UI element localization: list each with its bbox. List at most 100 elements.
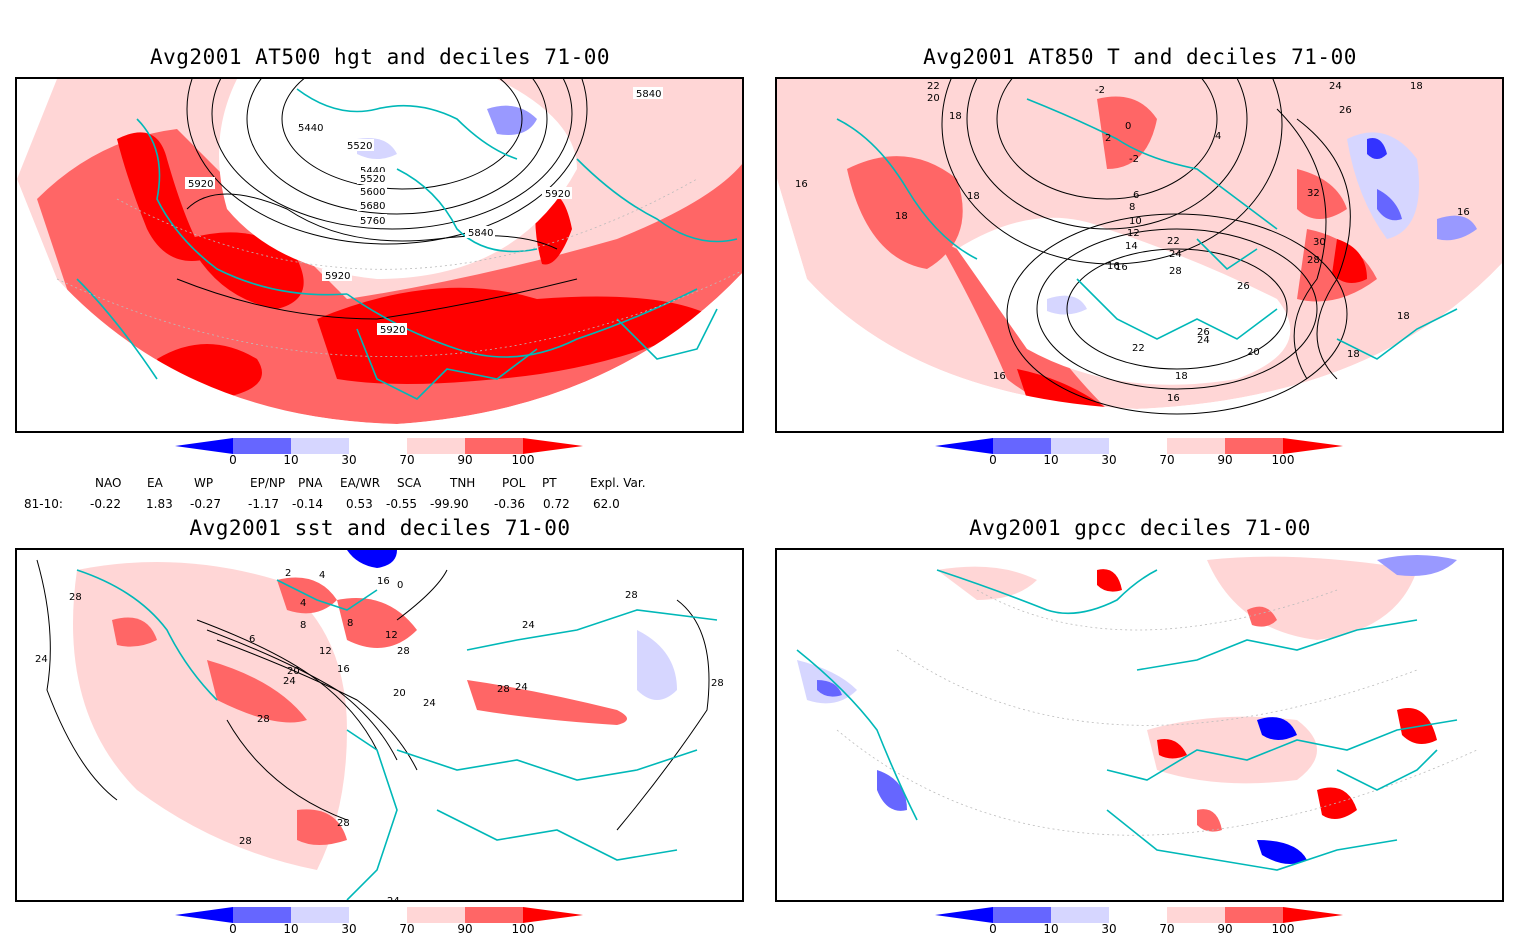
contour-label: 12 (1127, 228, 1140, 239)
contour-label: 24 (1329, 81, 1342, 92)
contour-label: 5840 (17, 79, 42, 82)
contour-label: 18 (1397, 311, 1410, 322)
colorbar-swatch (291, 438, 349, 454)
decile-90-100-area (467, 680, 627, 725)
index-row-label: 81-10: (24, 497, 63, 511)
contour-label: 6 (249, 634, 255, 645)
map-panel-gpcc (775, 548, 1504, 902)
colorbar-swatch (349, 438, 407, 454)
contour-label: 4 (1215, 131, 1221, 142)
decile-white-area (957, 217, 1291, 385)
map-panel-at500: 5440 5440 5520 5520 5600 5680 5760 5840 … (15, 77, 744, 433)
map-panel-at850: 22 20 18 -2 0 2 -2 4 6 8 10 12 14 16 18 … (775, 77, 1504, 433)
colorbar-swatch (1225, 907, 1283, 923)
colorbar-tick: 70 (1159, 922, 1175, 936)
contour-label: 5920 (380, 325, 405, 336)
map-sst-canvas: 28 24 28 6 4 8 8 12 12 16 20 24 28 20 24… (35, 550, 724, 902)
colorbar-swatch (1225, 438, 1283, 454)
colorbar-swatch (1167, 907, 1225, 923)
contour-label: 16 (1167, 393, 1180, 404)
colorbar-tick: 10 (283, 453, 299, 467)
contour-label: -2 (1095, 85, 1105, 96)
decile-100-area (317, 287, 717, 384)
decile-0-10-area (1377, 189, 1402, 221)
contour-label: 24 (423, 698, 436, 709)
contour-label: 18 (1410, 81, 1423, 92)
map-at500-canvas: 5440 5440 5520 5520 5600 5680 5760 5840 … (17, 79, 742, 431)
contour-label: 12 (385, 630, 398, 641)
colorbar-tick: 0 (989, 922, 997, 936)
decile-90-100-area (207, 660, 307, 723)
map-gpcc-canvas (777, 550, 1478, 871)
index-value: -99.90 (430, 497, 469, 511)
graticule (56, 178, 742, 357)
colorbar-tick: 70 (399, 453, 415, 467)
index-header: TNH (450, 476, 476, 490)
contour-label: -2 (1129, 154, 1139, 165)
colorbar-swatches (175, 907, 583, 923)
index-value: 0.53 (346, 497, 373, 511)
decile-90-100-area (337, 598, 417, 648)
contour-label: 5920 (188, 179, 213, 190)
colorbar-swatch (935, 907, 993, 923)
contour-label: 28 (239, 836, 252, 847)
index-value: 0.72 (543, 497, 570, 511)
decile-90-100-area (1097, 96, 1157, 169)
coastlines (76, 88, 738, 400)
graticule (836, 589, 1478, 836)
contour-label: 26 (1197, 327, 1210, 338)
colorbar-tick: 10 (1043, 922, 1059, 936)
contour-label: 16 (1457, 207, 1470, 218)
colorbar-swatch (233, 907, 291, 923)
contour-label: 28 (1169, 266, 1182, 277)
contour-label: 0 (397, 580, 403, 591)
index-value: -0.22 (90, 497, 122, 511)
contour-label: 24 (1169, 249, 1182, 260)
colorbar-swatches (935, 438, 1343, 454)
decile-70-90-area (637, 630, 677, 700)
map-at850-canvas: 22 20 18 -2 0 2 -2 4 6 8 10 12 14 16 18 … (777, 79, 1502, 431)
contour-label: 5920 (545, 189, 570, 200)
contour-label: 24 (35, 654, 48, 665)
decile-10-30-area (487, 105, 537, 135)
colorbar-swatch (993, 907, 1051, 923)
colorbar-tick: 10 (1043, 453, 1059, 467)
contour-label: 8 (347, 618, 353, 629)
contour-label: 5840 (468, 228, 493, 239)
contour-label: 8 (1129, 202, 1135, 213)
contour-label: 18 (1347, 349, 1360, 360)
colorbar-swatch (523, 907, 583, 923)
colorbar-tick: 0 (229, 922, 237, 936)
contour-label: 4 (319, 570, 325, 581)
contour-label: 24 (515, 682, 528, 693)
index-value: -1.17 (248, 497, 280, 511)
decile-90-100-area (297, 809, 347, 845)
colorbar-tick: 0 (989, 453, 997, 467)
index-header: WP (194, 476, 214, 490)
colorbar-swatch (1051, 907, 1109, 923)
index-value: -0.27 (190, 497, 222, 511)
colorbar-tick: 100 (511, 453, 535, 467)
contour-label: 5920 (325, 271, 350, 282)
decile-10-30-area (1347, 132, 1419, 239)
colorbar-tick: 90 (1217, 922, 1233, 936)
colorbar-tick: 70 (1159, 453, 1175, 467)
index-value: -0.36 (494, 497, 526, 511)
map-outside (777, 179, 1502, 431)
contour-label: 24 (522, 620, 535, 631)
temperature-contours (941, 79, 1351, 415)
decile-90-100-area (1297, 169, 1347, 219)
contour-label: 16 (1115, 262, 1128, 273)
map-title-bottom-left: Avg2001 sst and deciles 71-00 (189, 516, 571, 540)
precip-decile-patches (797, 555, 1457, 864)
contour-label: 24 (387, 896, 400, 902)
contour-label: 6 (1133, 190, 1139, 201)
index-header: EP/NP (250, 476, 286, 490)
contour-label: 26 (1237, 281, 1250, 292)
contour-label: 28 (397, 646, 410, 657)
contour-label: 18 (895, 211, 908, 222)
contour-label: 5520 (347, 141, 372, 152)
contour-label: 24 (1197, 335, 1210, 346)
contour-label: 26 (1339, 105, 1352, 116)
contour-label: 28 (497, 684, 510, 695)
